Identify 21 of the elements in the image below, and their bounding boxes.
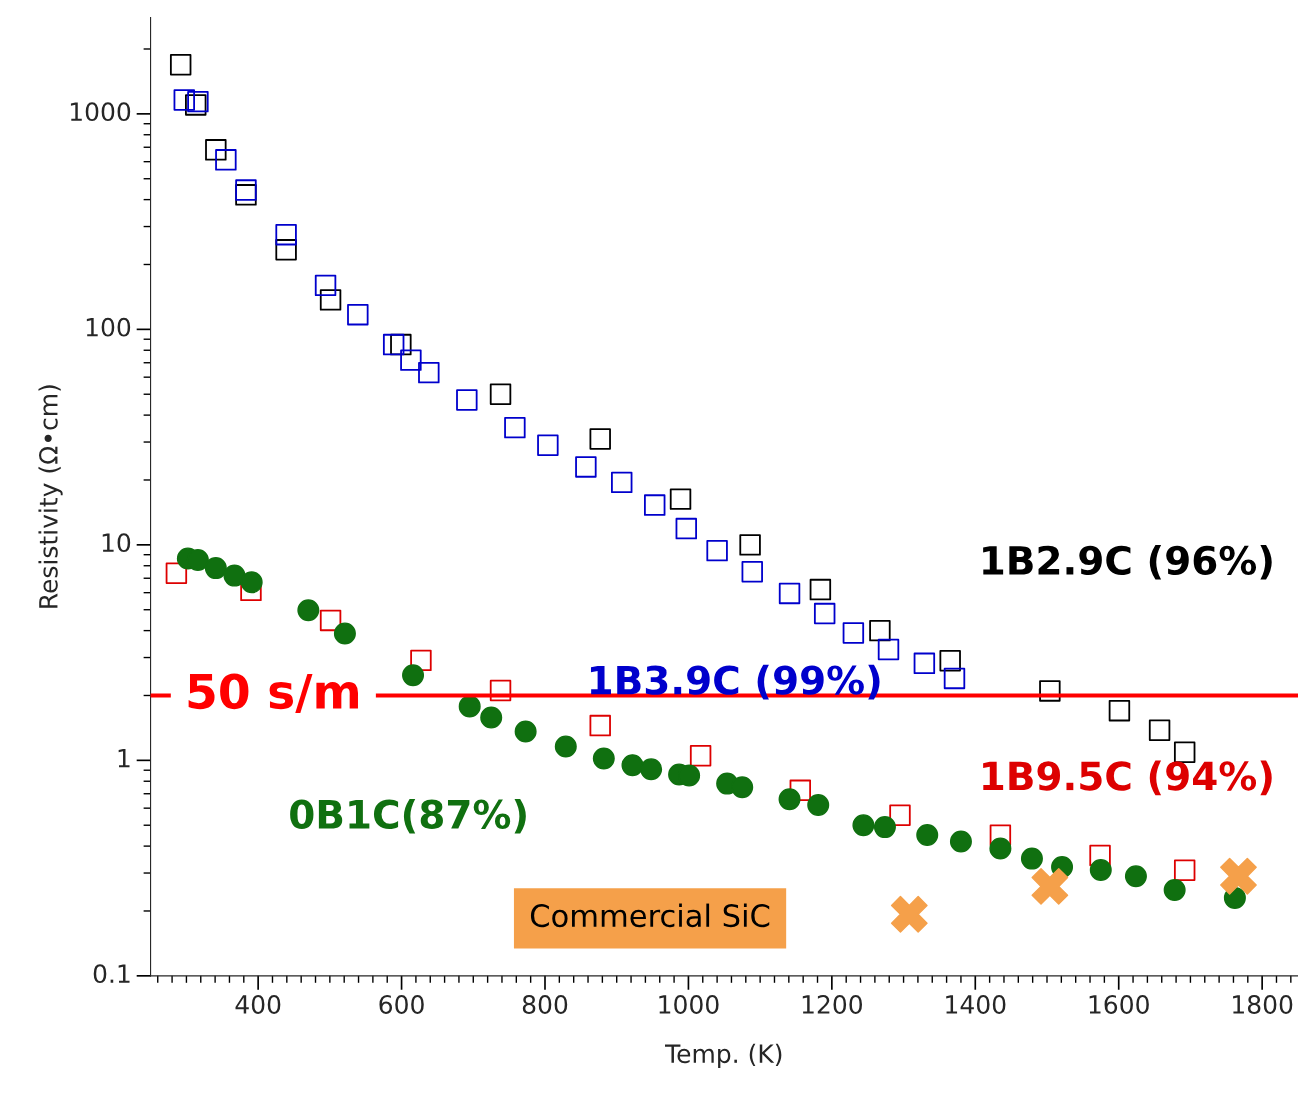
x-axis-title: Temp. (K): [665, 1043, 782, 1068]
y-axis-title: Resistivity (Ω•cm): [38, 385, 63, 608]
series-label: 0B1C(87%): [290, 798, 526, 834]
x-tick-label: 1600: [1089, 995, 1149, 1014]
y-tick-label: 100: [86, 317, 131, 337]
text: Commercial SiC: [530, 903, 770, 928]
y-tick-label: 1000: [70, 102, 131, 122]
x-tick-label: 1800: [1233, 995, 1293, 1014]
x-tick-label: 400: [235, 995, 281, 1014]
y-tick-label: 0.1: [93, 964, 130, 984]
x-tick-label: 1400: [946, 995, 1006, 1014]
series-label: 1B9.5C (94%): [983, 760, 1272, 796]
x-tick-label: 600: [379, 995, 424, 1014]
x-tick-label: 800: [522, 995, 568, 1014]
x-tick-label: 1000: [659, 995, 719, 1014]
ref-line-label: 50 s/m: [188, 673, 358, 713]
series-label: 1B2.9C (96%): [983, 544, 1272, 580]
y-tick-label: 10: [102, 533, 131, 553]
series-label: 1B3.9C (99%): [590, 664, 880, 700]
y-tick-label: 1: [118, 749, 130, 768]
x-tick-label: 1200: [802, 995, 863, 1014]
